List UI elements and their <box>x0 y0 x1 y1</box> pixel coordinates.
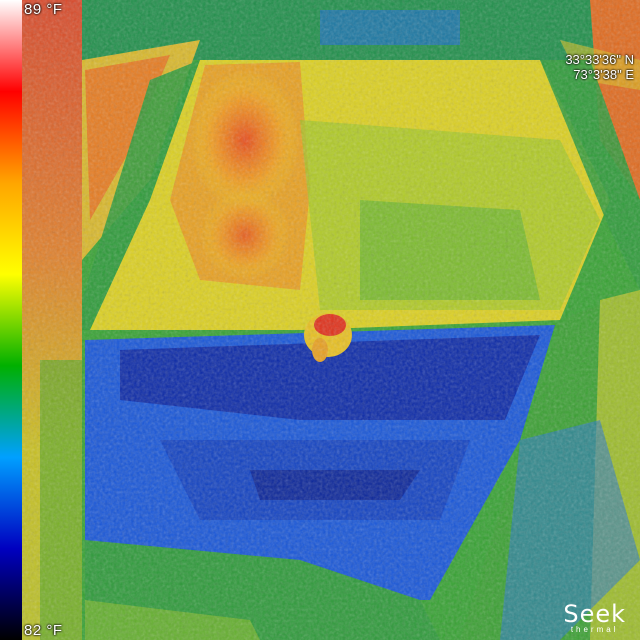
gps-latitude: 33°33'36" N <box>565 52 634 67</box>
logo-word: Seek <box>563 600 626 628</box>
gps-coordinates: 33°33'36" N 73°3'38" E <box>565 52 634 82</box>
logo-sub: thermal <box>570 625 619 634</box>
seek-thermal-logo: Seek thermal <box>563 600 626 634</box>
scale-max-label: 89 °F <box>24 1 63 18</box>
temperature-scale-bar <box>0 0 22 640</box>
scale-min-label: 82 °F <box>24 622 63 639</box>
gps-longitude: 73°3'38" E <box>573 67 634 82</box>
